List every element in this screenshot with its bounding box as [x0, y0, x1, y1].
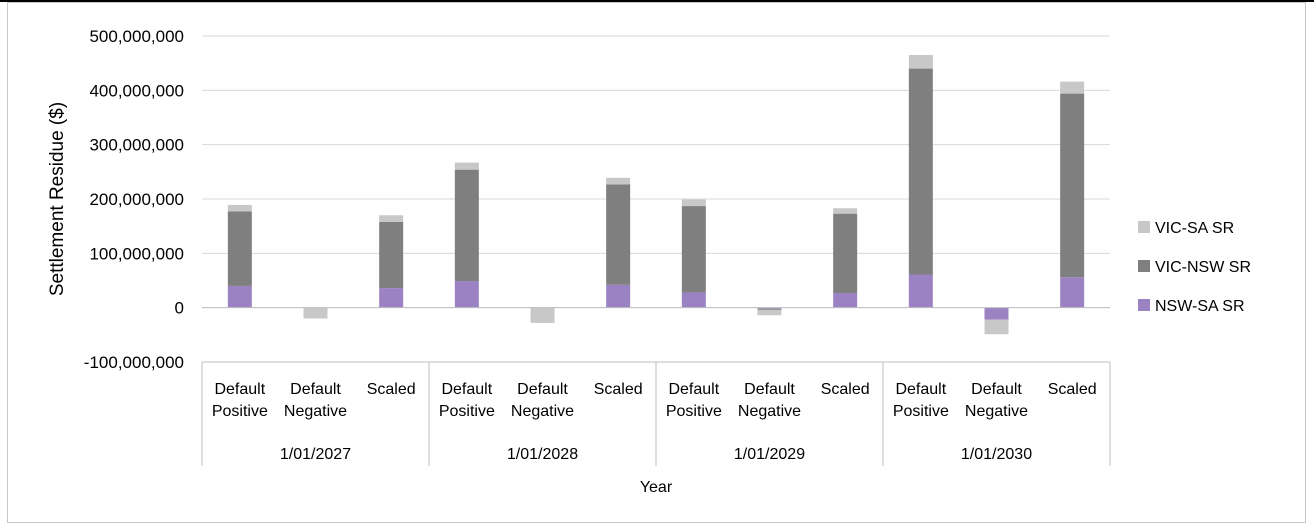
- bar-nsw-sa-sr: [1060, 277, 1085, 308]
- group-label: 1/01/2030: [961, 446, 1032, 463]
- bar-vic-nsw-sr: [379, 221, 404, 289]
- bar-vic-sa-sr: [454, 162, 479, 170]
- bar-vic-nsw-sr: [454, 169, 479, 282]
- x-axis-title: Year: [640, 479, 673, 496]
- category-label: Scaled: [367, 381, 416, 398]
- category-label: Positive: [666, 403, 722, 420]
- legend-swatch: [1138, 260, 1150, 272]
- bar-vic-sa-sr: [227, 204, 252, 212]
- bar-nsw-sa-sr: [227, 285, 252, 308]
- bar-vic-sa-sr: [1060, 81, 1085, 94]
- category-label: Negative: [738, 403, 801, 420]
- category-label: Default: [895, 381, 946, 398]
- y-tick-label: 200,000,000: [89, 190, 184, 209]
- y-tick-label: 500,000,000: [89, 27, 184, 46]
- bar-nsw-sa-sr: [908, 274, 933, 308]
- bar-vic-sa-sr: [530, 307, 555, 323]
- y-tick-label: 400,000,000: [89, 81, 184, 100]
- y-tick-label: 100,000,000: [89, 244, 184, 263]
- group-label: 1/01/2029: [734, 446, 805, 463]
- category-label: Default: [971, 381, 1022, 398]
- bar-nsw-sa-sr: [379, 288, 404, 308]
- legend-label: VIC-NSW SR: [1155, 259, 1251, 276]
- bar-vic-sa-sr: [606, 177, 631, 185]
- chart-svg: 500,000,000 400,000,000 300,000,000 200,000…: [47, 27, 1251, 496]
- category-label: Default: [290, 381, 341, 398]
- category-label: Default: [214, 381, 265, 398]
- group-label: 1/01/2028: [507, 446, 578, 463]
- bar-vic-sa-sr: [984, 319, 1009, 335]
- bar-vic-nsw-sr: [757, 308, 782, 310]
- bar-vic-nsw-sr: [227, 211, 252, 286]
- y-tick-label: -100,000,000: [84, 353, 184, 372]
- bar-vic-sa-sr: [681, 199, 706, 207]
- bar-nsw-sa-sr: [833, 292, 858, 308]
- category-label: Default: [441, 381, 492, 398]
- bar-nsw-sa-sr: [681, 292, 706, 308]
- bar-vic-nsw-sr: [606, 184, 631, 285]
- top-border-line: [0, 0, 1314, 2]
- category-label: Positive: [439, 403, 495, 420]
- y-tick-label: 0: [175, 299, 184, 318]
- bar-nsw-sa-sr: [454, 281, 479, 308]
- bar-vic-sa-sr: [757, 309, 782, 316]
- legend-label: VIC-SA SR: [1155, 220, 1234, 237]
- category-label: Default: [668, 381, 719, 398]
- bar-nsw-sa-sr: [757, 307, 782, 309]
- bar-vic-nsw-sr: [681, 206, 706, 293]
- chart-area: 500,000,000 400,000,000 300,000,000 200,000…: [7, 2, 1306, 523]
- group-label: 1/01/2027: [280, 446, 351, 463]
- category-label: Default: [744, 381, 795, 398]
- category-label: Negative: [965, 403, 1028, 420]
- category-label: Positive: [893, 403, 949, 420]
- category-label: Scaled: [1048, 381, 1097, 398]
- category-label: Negative: [284, 403, 347, 420]
- legend-swatch: [1138, 299, 1150, 311]
- bar-vic-sa-sr: [833, 208, 858, 214]
- y-tick-label: 300,000,000: [89, 136, 184, 155]
- bar-vic-nsw-sr: [1060, 93, 1085, 278]
- bar-vic-nsw-sr: [833, 213, 858, 293]
- category-label: Scaled: [821, 381, 870, 398]
- bar-vic-sa-sr: [303, 307, 328, 319]
- bar-vic-sa-sr: [379, 215, 404, 222]
- category-label: Negative: [511, 403, 574, 420]
- category-label: Positive: [212, 403, 268, 420]
- bar-vic-sa-sr: [908, 55, 933, 69]
- y-axis-title: Settlement Residue ($): [47, 102, 68, 296]
- bar-nsw-sa-sr: [984, 307, 1009, 320]
- bar-nsw-sa-sr: [606, 284, 631, 308]
- legend-label: NSW-SA SR: [1155, 298, 1245, 315]
- bar-vic-nsw-sr: [908, 68, 933, 275]
- category-label: Scaled: [594, 381, 643, 398]
- category-label: Default: [517, 381, 568, 398]
- legend-swatch: [1138, 221, 1150, 233]
